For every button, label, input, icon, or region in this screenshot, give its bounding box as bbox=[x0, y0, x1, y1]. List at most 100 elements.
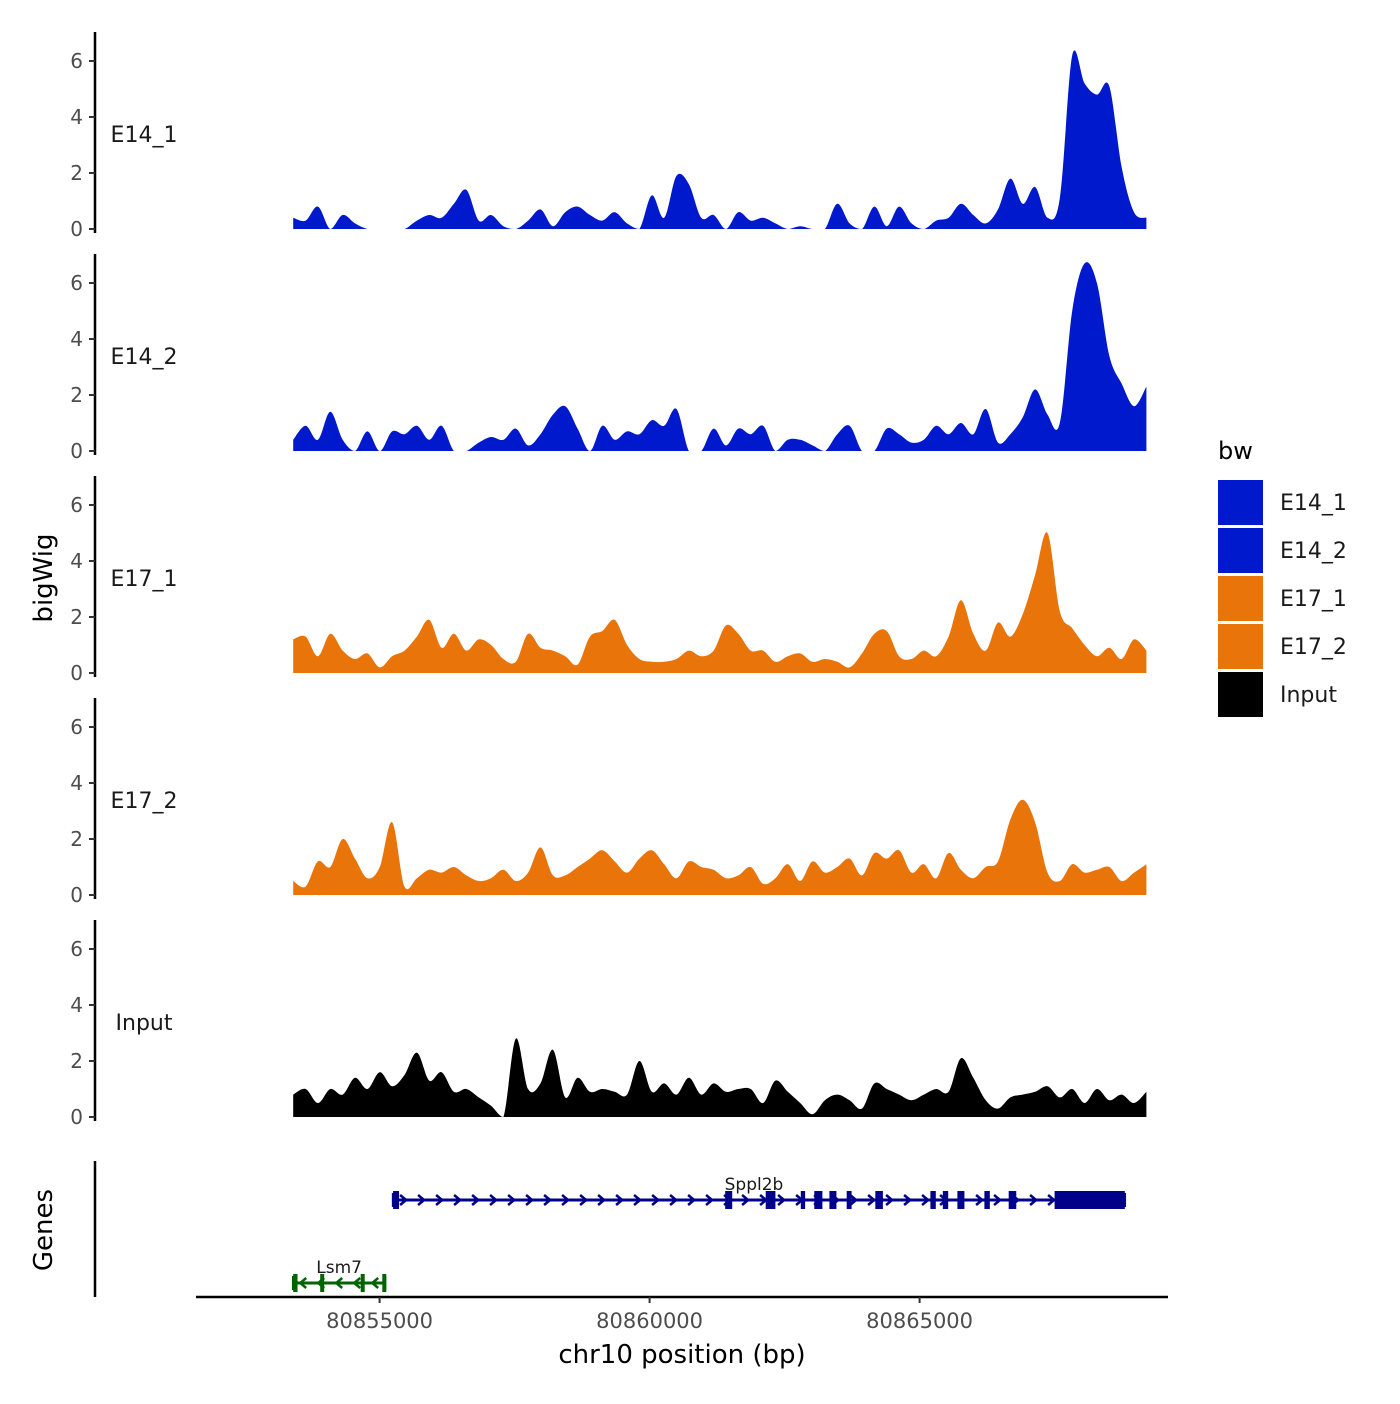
strand-arrow bbox=[507, 1194, 517, 1206]
gene-exon bbox=[393, 1191, 400, 1209]
x-tick-label: 80860000 bbox=[596, 1309, 703, 1333]
strand-arrow bbox=[417, 1194, 427, 1206]
y-tick-label: 6 bbox=[70, 271, 83, 295]
strand-arrow bbox=[453, 1194, 463, 1206]
legend-label-e17-2: E17_2 bbox=[1280, 635, 1347, 660]
strand-arrow bbox=[615, 1194, 625, 1206]
legend-swatch-input bbox=[1218, 672, 1263, 717]
signal-area-e14-2 bbox=[293, 262, 1147, 451]
y-tick-label: 2 bbox=[70, 605, 83, 629]
gene-exon bbox=[293, 1274, 298, 1292]
y-tick-label: 4 bbox=[70, 993, 83, 1017]
strand-arrow bbox=[471, 1194, 481, 1206]
legend-swatch-e17-1 bbox=[1218, 576, 1263, 621]
strand-arrow bbox=[352, 1277, 362, 1289]
x-axis: 80855000 80860000 80865000 bbox=[196, 1295, 1168, 1333]
gene-exon bbox=[930, 1191, 936, 1209]
gene-exon bbox=[875, 1191, 883, 1209]
strand-arrow bbox=[669, 1194, 679, 1206]
x-tick-label: 80865000 bbox=[866, 1309, 973, 1333]
y-tick-label: 6 bbox=[70, 493, 83, 517]
y-tick-label: 6 bbox=[70, 937, 83, 961]
strand-arrow bbox=[370, 1277, 380, 1289]
strand-arrow bbox=[543, 1194, 553, 1206]
gene-exon bbox=[800, 1191, 806, 1209]
y-tick-label: 6 bbox=[70, 715, 83, 739]
track-panel-e17-1: 0 2 4 6 E17_1 bbox=[70, 476, 1147, 685]
track-panel-input: 0 2 4 6 Input bbox=[70, 920, 1147, 1129]
strand-arrow bbox=[993, 1194, 1003, 1206]
y-tick-label: 4 bbox=[70, 327, 83, 351]
legend-label-input: Input bbox=[1280, 683, 1337, 708]
y-tick-label: 6 bbox=[70, 49, 83, 73]
track-panel-e14-1: 0 2 4 6 E14_1 bbox=[70, 32, 1147, 241]
y-tick-label: 0 bbox=[70, 1105, 83, 1129]
gene-exon bbox=[957, 1191, 965, 1209]
y-tick-label: 2 bbox=[70, 1049, 83, 1073]
x-axis-title: chr10 position (bp) bbox=[558, 1340, 805, 1370]
strand-arrow bbox=[561, 1194, 571, 1206]
gene-label-lsm7: Lsm7 bbox=[316, 1258, 362, 1278]
legend-swatch-e14-2 bbox=[1218, 528, 1263, 573]
track-panel-e14-2: 0 2 4 6 E14_2 bbox=[70, 254, 1147, 463]
gene-exon bbox=[829, 1191, 837, 1209]
y-tick-label: 4 bbox=[70, 549, 83, 573]
gene-exon bbox=[984, 1191, 990, 1209]
strand-arrow bbox=[334, 1277, 344, 1289]
strand-arrow bbox=[867, 1194, 877, 1206]
track-label-e14-2: E14_2 bbox=[111, 345, 178, 370]
gene-exon bbox=[725, 1191, 733, 1209]
strand-arrow bbox=[525, 1194, 535, 1206]
y-axis-title: bigWig bbox=[29, 533, 59, 622]
strand-arrow bbox=[687, 1194, 697, 1206]
strand-arrow bbox=[975, 1194, 985, 1206]
strand-arrow bbox=[921, 1194, 931, 1206]
strand-arrow bbox=[651, 1194, 661, 1206]
gene-exon bbox=[360, 1274, 365, 1292]
legend-label-e14-1: E14_1 bbox=[1280, 491, 1347, 516]
strand-arrow bbox=[597, 1194, 607, 1206]
strand-arrow bbox=[1029, 1194, 1039, 1206]
legend-label-e14-2: E14_2 bbox=[1280, 539, 1347, 564]
strand-arrow bbox=[579, 1194, 589, 1206]
gene-exon bbox=[320, 1274, 325, 1292]
gene-model-lsm7: Lsm7 bbox=[291, 1258, 387, 1292]
legend-swatch-e17-2 bbox=[1218, 624, 1263, 669]
track-label-e14-1: E14_1 bbox=[111, 123, 178, 148]
strand-arrow bbox=[633, 1194, 643, 1206]
strand-arrow bbox=[1047, 1194, 1057, 1206]
strand-arrow bbox=[849, 1194, 859, 1206]
track-panel-e17-2: 0 2 4 6 E17_2 bbox=[70, 698, 1147, 907]
y-tick-label: 2 bbox=[70, 161, 83, 185]
gene-exon bbox=[1008, 1191, 1017, 1209]
gene-label-sppl2b: Sppl2b bbox=[725, 1175, 784, 1195]
strand-arrow bbox=[741, 1194, 751, 1206]
strand-arrow bbox=[489, 1194, 499, 1206]
strand-arrow bbox=[705, 1194, 715, 1206]
strand-arrow bbox=[777, 1194, 787, 1206]
genes-layer: Sppl2b Lsm7 bbox=[93, 1161, 1127, 1297]
gene-exon bbox=[846, 1191, 852, 1209]
track-label-e17-1: E17_1 bbox=[111, 567, 178, 592]
signal-area-input bbox=[293, 1038, 1147, 1117]
signal-area-e17-1 bbox=[293, 532, 1147, 673]
y-tick-label: 2 bbox=[70, 383, 83, 407]
signal-area-e14-1 bbox=[293, 50, 1147, 229]
gene-exon bbox=[814, 1191, 823, 1209]
gene-model-sppl2b: Sppl2b bbox=[391, 1175, 1127, 1209]
legend-swatch-e14-1 bbox=[1218, 480, 1263, 525]
gene-exon bbox=[942, 1191, 949, 1209]
y-tick-label: 4 bbox=[70, 771, 83, 795]
gene-exon bbox=[1054, 1191, 1125, 1209]
legend-title: bw bbox=[1218, 437, 1253, 465]
strand-arrow bbox=[903, 1194, 913, 1206]
y-tick-label: 0 bbox=[70, 439, 83, 463]
legend: bw E14_1 E14_2 E17_1 E17_2 Input bbox=[1218, 437, 1347, 717]
y-tick-label: 0 bbox=[70, 217, 83, 241]
track-label-input: Input bbox=[116, 1011, 173, 1036]
strand-arrow bbox=[298, 1277, 308, 1289]
y-tick-label: 0 bbox=[70, 661, 83, 685]
strand-arrow bbox=[435, 1194, 445, 1206]
y-tick-label: 0 bbox=[70, 883, 83, 907]
